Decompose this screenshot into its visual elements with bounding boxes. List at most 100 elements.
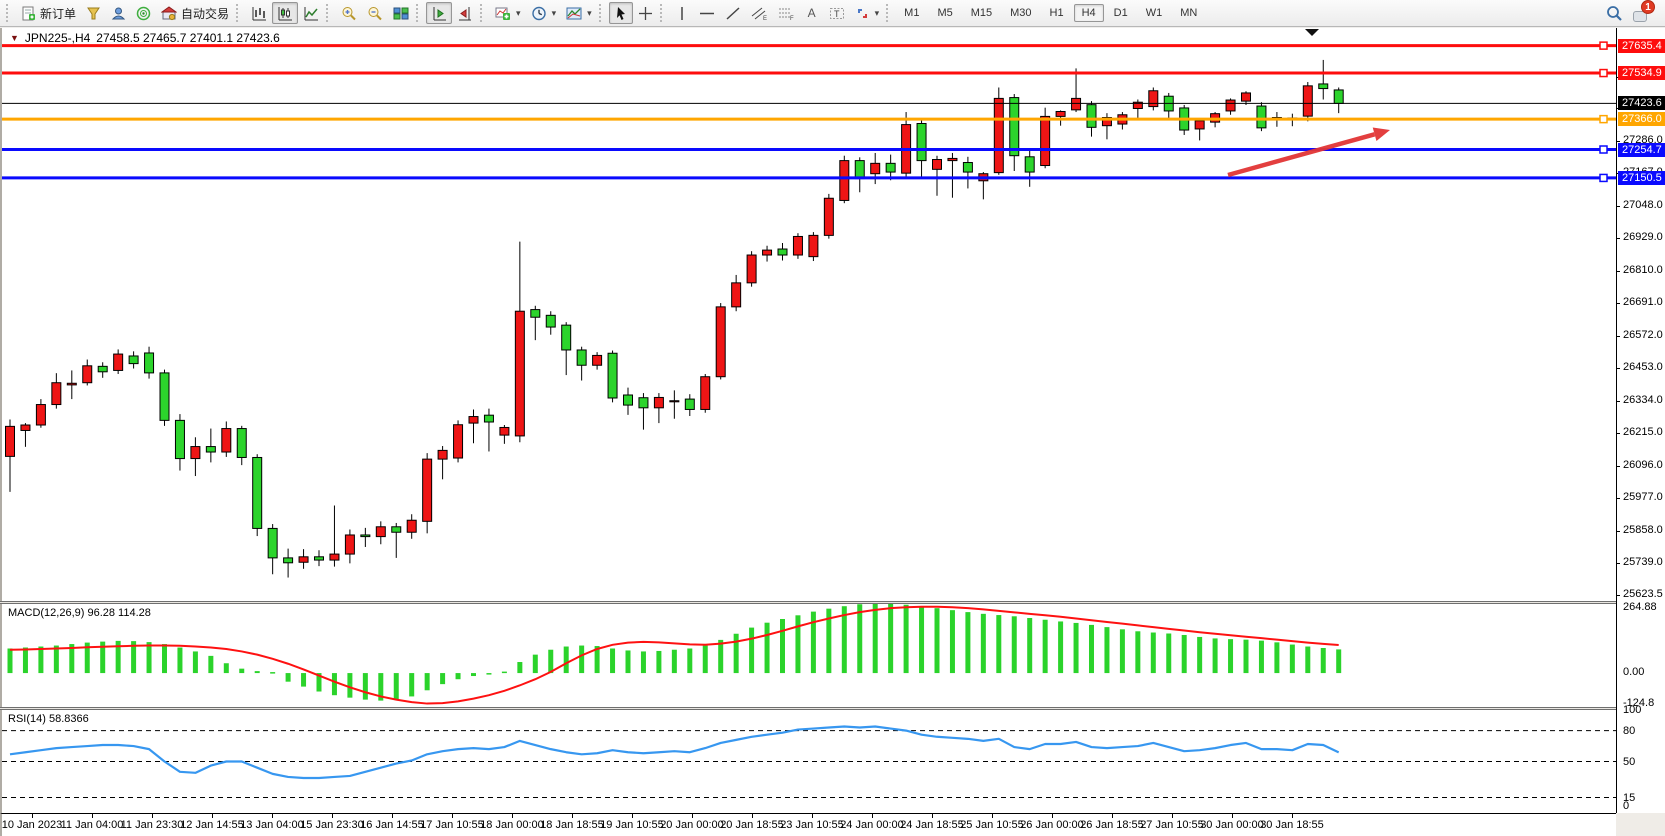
price-chart-canvas[interactable]	[2, 28, 1616, 601]
cursor-button[interactable]	[608, 2, 633, 24]
time-tick	[332, 814, 333, 818]
toolbar-grip[interactable]	[659, 4, 665, 22]
time-tick	[32, 814, 33, 818]
price-tick	[1617, 368, 1620, 370]
price-tick	[1617, 465, 1620, 467]
time-axis-label: 30 Jan 00:00	[1200, 819, 1264, 831]
price-tick	[1617, 594, 1620, 596]
main-chart-pane[interactable]: ▼ JPN225-,H4 27458.5 27465.7 27401.1 274…	[0, 28, 1616, 601]
price-tick	[1617, 530, 1620, 532]
market-watch-button[interactable]	[81, 2, 106, 24]
auto-scroll-button[interactable]	[426, 2, 453, 24]
time-tick	[692, 814, 693, 818]
tab-w1[interactable]: W1	[1145, 7, 1163, 19]
tab-d1[interactable]: D1	[1113, 7, 1128, 19]
time-tick	[452, 814, 453, 818]
horizontal-line-button[interactable]	[694, 2, 720, 24]
tab-h4[interactable]: H4	[1073, 4, 1104, 22]
fibonacci-button[interactable]: F	[773, 2, 800, 24]
tab-m5[interactable]: M5	[937, 7, 953, 19]
price-axis[interactable]: 27520.527405.027286.027167.027048.026929…	[1616, 28, 1665, 813]
symbol-dropdown-icon[interactable]: ▼	[10, 33, 19, 43]
time-axis-label: 26 Jan 18:55	[1080, 819, 1144, 831]
channel-button[interactable]: E	[746, 2, 773, 24]
toolbar-grip[interactable]	[598, 4, 604, 22]
bar-chart-button[interactable]	[246, 2, 272, 24]
periods-button[interactable]: ▾	[526, 2, 562, 24]
template-icon	[566, 7, 582, 19]
trendline-button[interactable]	[720, 2, 746, 24]
time-tick	[92, 814, 93, 818]
zoom-out-button[interactable]	[362, 2, 388, 24]
macd-canvas[interactable]	[2, 603, 1616, 707]
rsi-pane[interactable]: RSI(14) 58.8366	[0, 710, 1616, 813]
toolbar-grip[interactable]	[326, 4, 331, 22]
text-icon: A	[807, 6, 816, 20]
crosshair-button[interactable]	[633, 2, 658, 24]
new-order-button[interactable]: 新订单	[16, 2, 81, 24]
time-axis-label: 13 Jan 04:00	[240, 819, 304, 831]
search-icon[interactable]	[1606, 5, 1623, 22]
cursor-icon	[616, 6, 625, 20]
tab-h1[interactable]: H1	[1049, 7, 1064, 19]
tab-m1[interactable]: M1	[904, 7, 920, 19]
rsi-canvas[interactable]	[2, 710, 1616, 813]
time-axis-label: 20 Jan 00:00	[660, 819, 724, 831]
toolbar-grip[interactable]	[480, 4, 485, 22]
price-tick-label: 26096.0	[1623, 458, 1663, 471]
vertical-line-icon	[680, 6, 683, 20]
price-tick	[1617, 498, 1620, 500]
toolbar-grip[interactable]	[6, 4, 11, 22]
tab-m15[interactable]: M15	[970, 7, 993, 19]
toolbar-grip[interactable]	[236, 4, 241, 22]
text-button[interactable]: A	[800, 2, 824, 24]
tab-m30[interactable]: M30	[1010, 7, 1032, 19]
profile-icon	[111, 7, 126, 19]
vertical-line-button[interactable]	[670, 2, 694, 24]
time-axis-label: 30 Jan 18:55	[1260, 819, 1324, 831]
time-tick	[752, 814, 753, 818]
candlestick-chart-button[interactable]	[272, 2, 299, 24]
chart-shift-button[interactable]	[452, 2, 478, 24]
signals-button[interactable]	[131, 2, 156, 24]
rsi-label: RSI(14) 58.8366	[8, 713, 89, 725]
chevron-down-icon: ▾	[874, 7, 880, 18]
price-tick-label: 25623.5	[1623, 587, 1663, 600]
tab-mn[interactable]: MN	[1180, 7, 1198, 19]
macd-pane[interactable]: MACD(12,26,9) 96.28 114.28	[0, 603, 1616, 707]
templates-button[interactable]: ▾	[561, 2, 597, 24]
pane-splitter[interactable]	[0, 601, 1665, 604]
toolbar-grip[interactable]	[416, 4, 421, 22]
price-tick	[1617, 303, 1620, 305]
rsi-tick-label: 50	[1623, 755, 1636, 768]
macd-label: MACD(12,26,9) 96.28 114.28	[8, 607, 151, 619]
price-tick-label: 25977.0	[1623, 491, 1663, 504]
rsi-tick-label: 100	[1623, 704, 1642, 716]
time-tick	[512, 814, 513, 818]
toolbar-grip[interactable]	[886, 4, 891, 22]
line-chart-button[interactable]	[298, 2, 324, 24]
macd-tick-label: 0.00	[1623, 666, 1645, 679]
price-tick	[1617, 433, 1620, 435]
arrows-button[interactable]: ▾	[850, 2, 885, 24]
chevron-down-icon: ▾	[587, 7, 592, 18]
zoom-in-button[interactable]	[336, 2, 362, 24]
rsi-tick-label: 0	[1623, 800, 1630, 812]
indicators-button[interactable]: ▾	[490, 2, 526, 24]
time-axis-label: 24 Jan 18:55	[900, 819, 964, 831]
price-tick-label: 26810.0	[1623, 263, 1663, 276]
pane-splitter[interactable]	[0, 707, 1665, 710]
chart-title: ▼ JPN225-,H4 27458.5 27465.7 27401.1 274…	[10, 31, 280, 45]
auto-trading-icon	[161, 5, 178, 20]
auto-trading-button[interactable]: 自动交易	[156, 2, 234, 24]
text-label-button[interactable]: T	[824, 2, 850, 24]
time-tick	[1052, 814, 1053, 818]
notification-button[interactable]: 1	[1633, 0, 1655, 22]
data-window-button[interactable]	[106, 2, 131, 24]
price-tick	[1617, 335, 1620, 337]
time-axis[interactable]: 10 Jan 2023 11 Jan 04:00 11 Jan 23:30 12 Ja…	[0, 813, 1616, 836]
price-tick-label: 25739.0	[1623, 556, 1663, 569]
tile-windows-button[interactable]	[388, 2, 414, 24]
price-tick	[1617, 205, 1620, 207]
svg-text:F: F	[790, 16, 794, 21]
